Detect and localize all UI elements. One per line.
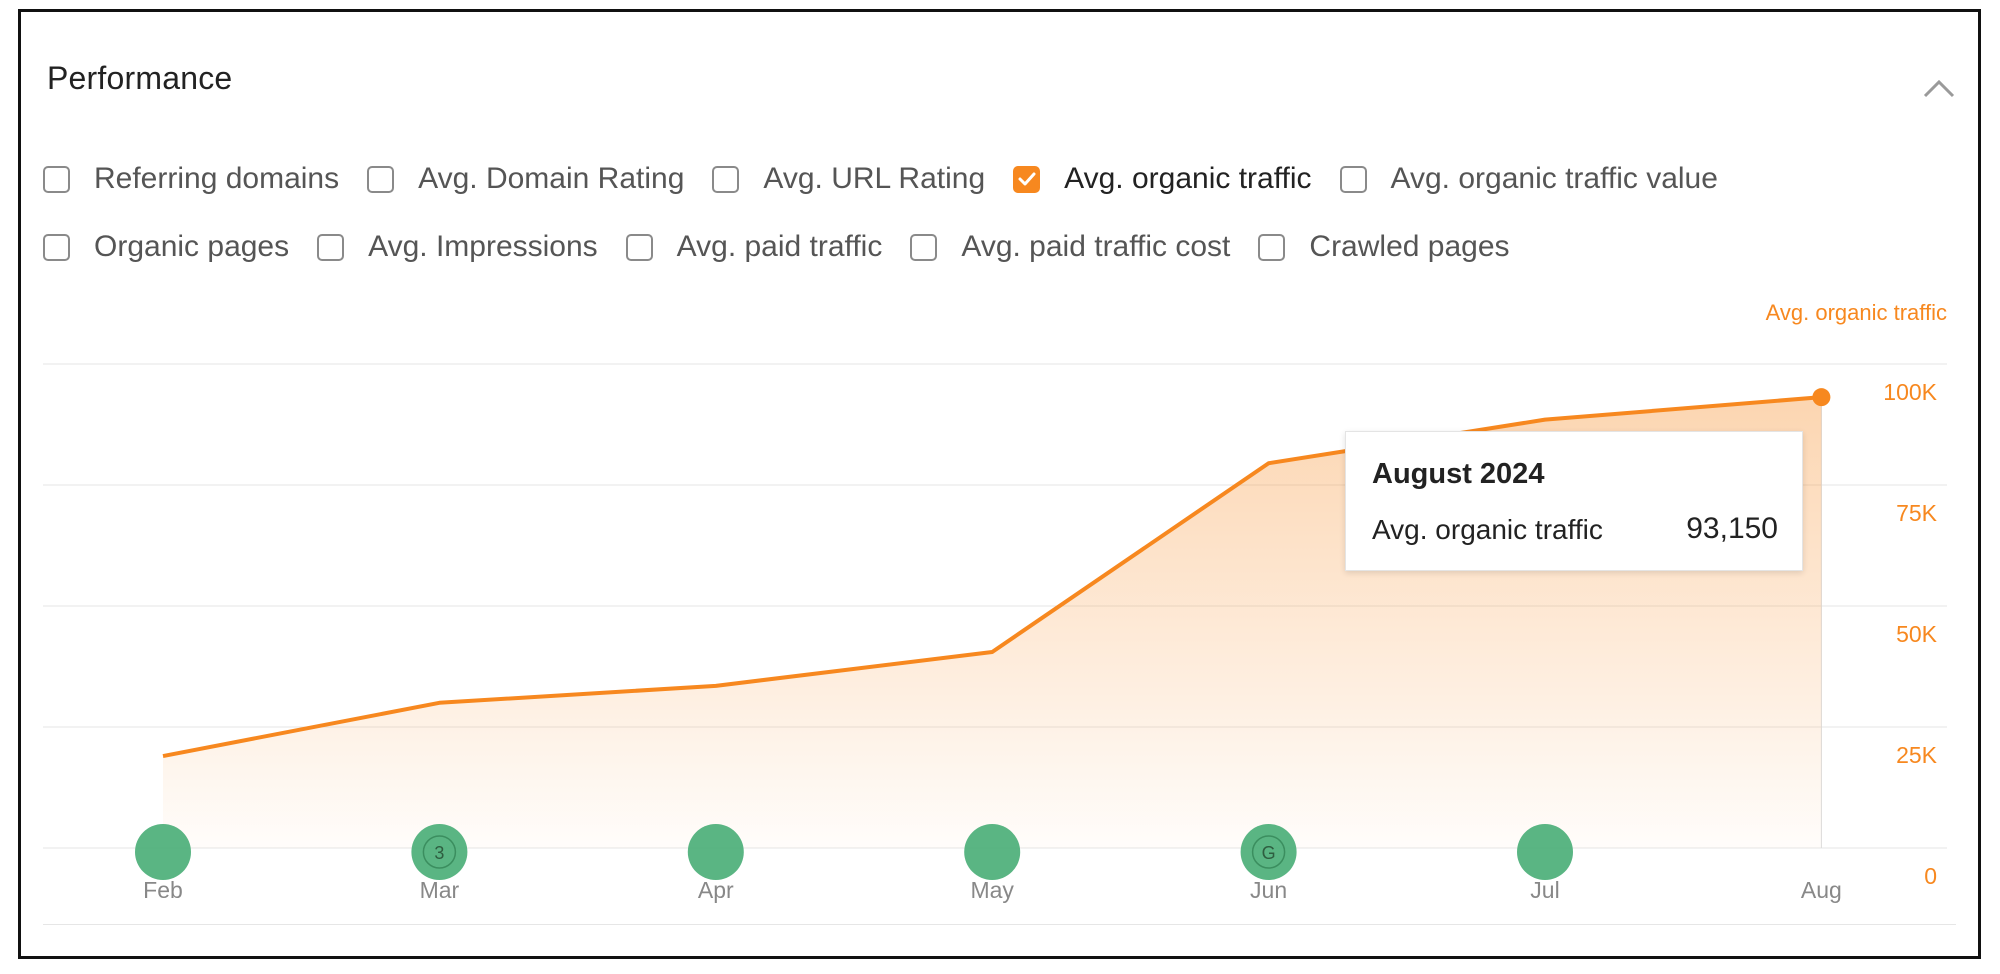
metric-checkbox-item[interactable]: Avg. Domain Rating <box>367 162 684 196</box>
metric-checkbox-item[interactable]: Avg. organic traffic value <box>1339 162 1718 196</box>
y-axis-title: Avg. organic traffic <box>1766 300 1947 325</box>
panel-title: Performance <box>47 60 233 96</box>
marker-circle <box>135 824 191 880</box>
performance-card: Performance Referring domains Avg. Domain… <box>25 16 1974 952</box>
checkbox-unchecked[interactable] <box>712 165 740 193</box>
checkbox-unchecked[interactable] <box>43 165 70 193</box>
bottom-divider <box>43 924 1956 925</box>
performance-frame: Performance Referring domains Avg. Domain… <box>18 9 1981 959</box>
checkbox-unchecked[interactable] <box>1258 233 1286 261</box>
y-tick-label: 50K <box>1896 621 1938 647</box>
event-marker[interactable] <box>964 824 1021 880</box>
checkbox-label: Organic pages <box>94 230 290 263</box>
marker-label: G <box>1262 843 1276 863</box>
x-tick-label: Feb <box>143 877 183 903</box>
checkbox-label: Avg. organic traffic value <box>1390 162 1718 195</box>
checkbox-label: Avg. Impressions <box>368 230 598 263</box>
marker-label: 3 <box>434 843 444 863</box>
data-point <box>713 683 719 689</box>
y-tick-label: 75K <box>1896 500 1938 526</box>
checkbox-unchecked[interactable] <box>910 233 938 261</box>
marker-ring <box>1251 835 1286 869</box>
checkbox-label: Avg. organic traffic <box>1064 162 1312 195</box>
marker-circle <box>1517 824 1573 880</box>
metric-checkbox-item[interactable]: Referring domains <box>43 162 339 196</box>
checkbox-checked[interactable] <box>1013 165 1041 193</box>
checkbox-unchecked[interactable] <box>43 233 70 261</box>
event-marker[interactable]: G <box>1240 824 1297 880</box>
marker-circle <box>1240 824 1297 880</box>
metric-checkbox-item[interactable]: Crawled pages <box>1258 230 1510 264</box>
x-tick-label: Jun <box>1250 877 1287 903</box>
metric-checkbox-item[interactable]: Avg. paid traffic <box>625 230 883 264</box>
metric-checkbox-item[interactable]: Avg. Impressions <box>317 230 598 264</box>
x-tick-label: Mar <box>420 877 460 903</box>
marker-ring <box>422 835 457 869</box>
y-tick-label: 100K <box>1883 379 1937 405</box>
x-tick-label: May <box>970 877 1014 903</box>
event-marker[interactable] <box>135 824 191 880</box>
checkbox-unchecked[interactable] <box>317 233 345 261</box>
event-marker[interactable] <box>687 824 744 880</box>
chevron-up-icon <box>1923 79 1955 98</box>
series-line <box>162 395 1822 759</box>
metric-options-row-1: Referring domains Avg. Domain Rating Avg. … <box>43 159 1746 199</box>
event-marker[interactable]: 3 <box>411 824 468 880</box>
data-point <box>160 753 166 759</box>
checkbox-label: Referring domains <box>94 162 340 195</box>
checkbox-label: Crawled pages <box>1309 230 1510 263</box>
checkbox-label: Avg. Domain Rating <box>418 162 685 195</box>
checkbox-unchecked[interactable] <box>367 165 395 193</box>
metric-options-row-2: Organic pages Avg. Impressions Avg. paid t… <box>43 227 1538 267</box>
y-tick-label: 0 <box>1924 863 1937 889</box>
metric-checkbox-item[interactable]: Avg. URL Rating <box>712 162 985 196</box>
checkbox-label: Avg. paid traffic <box>676 230 883 263</box>
chart-tooltip: August 2024 Avg. organic traffic 93,150 <box>1345 431 1803 571</box>
checkbox-label: Avg. URL Rating <box>763 162 986 195</box>
data-point <box>1266 460 1272 466</box>
checkmark-icon <box>1018 172 1036 186</box>
checkbox-label: Avg. paid traffic cost <box>961 230 1231 263</box>
marker-circle <box>964 824 1021 880</box>
marker-circle <box>687 824 744 880</box>
checkbox-unchecked[interactable] <box>625 233 653 261</box>
collapse-button[interactable] <box>1917 72 1961 104</box>
metric-checkbox-item[interactable]: Organic pages <box>43 230 289 264</box>
tooltip-title: August 2024 <box>1372 458 1545 490</box>
tooltip-metric-label: Avg. organic traffic <box>1372 514 1603 545</box>
data-point-highlighted <box>1812 388 1831 407</box>
data-point <box>436 700 442 706</box>
metric-checkbox-item[interactable]: Avg. paid traffic cost <box>910 230 1230 264</box>
tooltip-metric-value: 93,150 <box>1686 512 1778 545</box>
metric-checkbox-item[interactable]: Avg. organic traffic <box>1013 162 1312 196</box>
event-marker[interactable] <box>1517 824 1573 880</box>
y-tick-label: 25K <box>1896 742 1938 768</box>
x-tick-label: Aug <box>1801 877 1842 903</box>
data-point <box>1542 417 1548 423</box>
marker-circle <box>411 824 468 880</box>
data-point <box>989 649 995 655</box>
x-tick-label: Jul <box>1530 877 1559 903</box>
checkbox-unchecked[interactable] <box>1339 165 1367 193</box>
x-tick-label: Apr <box>698 877 734 903</box>
